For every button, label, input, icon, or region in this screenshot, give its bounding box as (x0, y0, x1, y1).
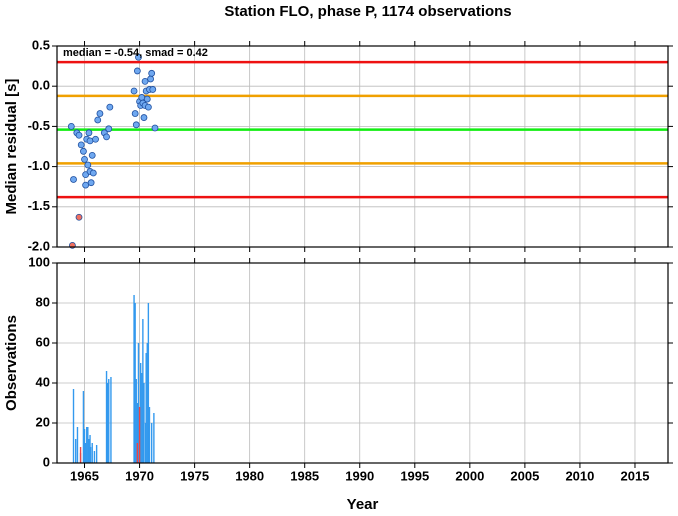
point (87, 179, 95, 187)
point (135, 53, 142, 61)
point (70, 176, 77, 183)
x-tick-label: 1970 (125, 468, 154, 483)
point (88, 151, 96, 159)
y-tick-label: 0.0 (32, 78, 50, 93)
chart-title: Station FLO, phase P, 1174 observations (224, 3, 511, 20)
point (86, 137, 94, 145)
x-tick-label: 1990 (345, 468, 374, 483)
point (130, 87, 138, 95)
x-tick-label: 1980 (235, 468, 264, 483)
y-axis-label: Median residual [s] (3, 79, 20, 215)
y-tick-label: -0.5 (28, 118, 50, 133)
point (75, 213, 83, 221)
point (82, 181, 90, 189)
y-tick-label: 100 (28, 254, 50, 269)
y-tick-label: 0.5 (32, 37, 50, 52)
point (105, 125, 113, 133)
plot-frame (56, 262, 669, 464)
point (106, 103, 114, 111)
x-tick-label: 2000 (455, 468, 484, 483)
y-tick-label: -1.0 (28, 158, 50, 173)
point (148, 69, 156, 77)
y-tick-label: 40 (36, 374, 50, 389)
point (81, 155, 88, 163)
point (144, 103, 152, 111)
point (131, 110, 139, 117)
x-tick-label: 1975 (180, 468, 209, 483)
point (103, 133, 110, 141)
point (94, 116, 102, 124)
x-tick-label: 1965 (70, 468, 99, 483)
y-axis-label: Observations (3, 315, 20, 411)
point (133, 67, 141, 75)
point (77, 141, 85, 149)
point (67, 123, 75, 130)
y-tick-label: 60 (36, 334, 50, 349)
point (143, 95, 151, 103)
point (84, 161, 92, 169)
x-axis-label: Year (347, 496, 379, 511)
point (96, 110, 104, 117)
point (140, 114, 148, 121)
annotation: median = -0.54, smad = 0.42 (63, 47, 208, 59)
plot-frame (56, 45, 669, 248)
x-tick-label: 1985 (290, 468, 319, 483)
x-tick-label: 2010 (565, 468, 594, 483)
point (141, 77, 149, 85)
y-tick-label: -2.0 (28, 238, 50, 253)
point (151, 124, 159, 132)
point (85, 129, 93, 137)
x-tick-label: 1995 (400, 468, 429, 483)
point (149, 86, 157, 93)
point (132, 121, 140, 129)
y-tick-label: 0 (43, 454, 50, 469)
x-tick-label: 2005 (510, 468, 539, 483)
point (80, 147, 87, 155)
point (147, 75, 154, 83)
y-tick-label: -1.5 (28, 198, 50, 213)
point (89, 169, 97, 177)
y-tick-label: 80 (36, 294, 50, 309)
point (138, 94, 146, 101)
x-tick-label: 2015 (621, 468, 650, 483)
point (92, 135, 99, 143)
point (75, 131, 83, 139)
y-tick-label: 20 (36, 414, 50, 429)
